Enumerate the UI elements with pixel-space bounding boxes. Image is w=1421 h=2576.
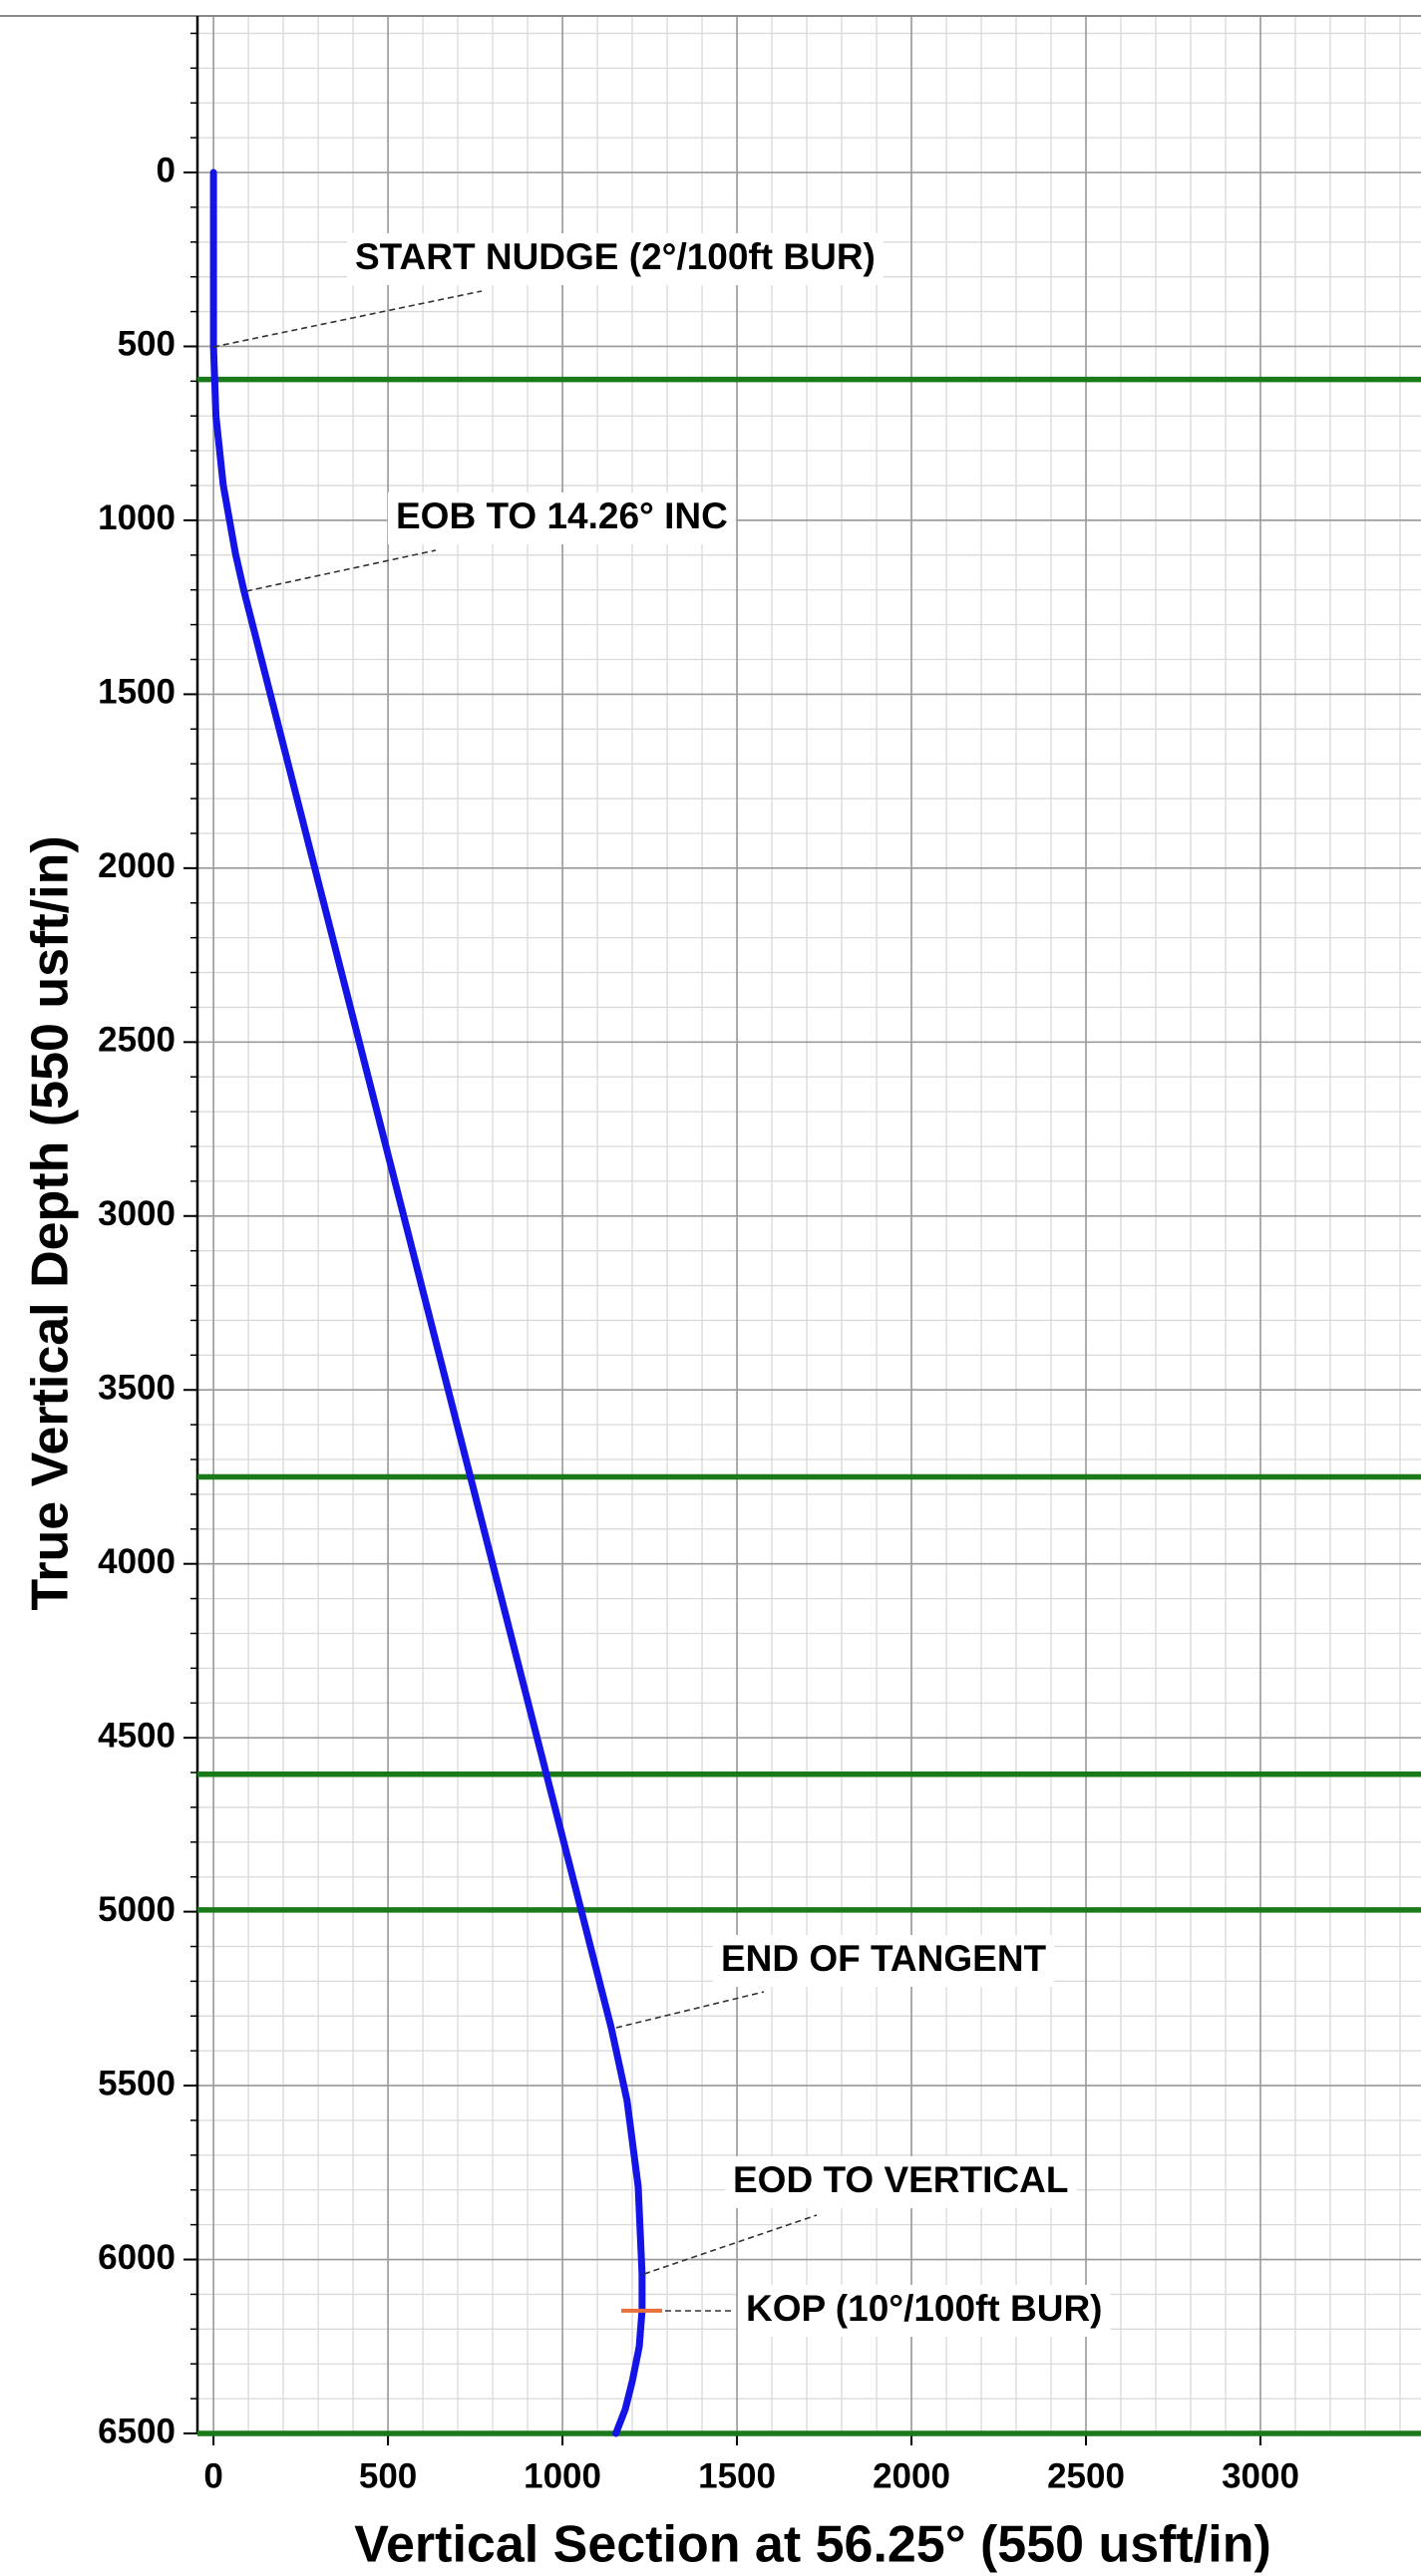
y-tick-label: 6000 xyxy=(98,2238,176,2277)
x-tick-label: 2000 xyxy=(873,2456,950,2495)
annotation-background xyxy=(725,2156,1077,2208)
annotation-leader xyxy=(245,549,437,592)
annotation-background xyxy=(388,492,736,544)
y-tick-label: 2500 xyxy=(98,1021,176,1060)
annotation: END OF TANGENT xyxy=(721,1938,1047,1979)
y-tick-label: 3500 xyxy=(98,1368,176,1407)
y-tick-label: 0 xyxy=(157,151,176,189)
annotation-background xyxy=(713,1935,1055,1987)
labels: 0 500 1000 1500 2000 2500 3000 0 500 1000 1500 2000… xyxy=(98,151,1299,2495)
y-tick-label: 4500 xyxy=(98,1716,176,1755)
annotation-background xyxy=(347,233,884,285)
y-tick-label: 4000 xyxy=(98,1542,176,1581)
y-tick-label: 3000 xyxy=(98,1194,176,1233)
x-tick-label: 3000 xyxy=(1222,2456,1299,2495)
x-tick-label: 2500 xyxy=(1047,2456,1125,2495)
y-tick-label: 1500 xyxy=(98,673,176,712)
x-tick-label: 500 xyxy=(359,2456,417,2495)
y-tick-label: 1000 xyxy=(98,498,176,537)
y-tick-label: 5000 xyxy=(98,1890,176,1929)
annotation-leader xyxy=(643,2214,818,2275)
x-tick-label: 0 xyxy=(203,2456,222,2495)
annotation: KOP (10°/100ft BUR) xyxy=(746,2288,1102,2329)
y-tick-label: 6500 xyxy=(98,2412,176,2450)
y-tick-label: 2000 xyxy=(98,846,176,885)
marks xyxy=(197,168,1421,2437)
x-tick-label: 1000 xyxy=(524,2456,601,2495)
grid xyxy=(0,15,1421,2445)
y-tick-label: 5500 xyxy=(98,2064,176,2102)
annotation: EOB TO 14.26° INC xyxy=(396,495,728,536)
x-axis-title: Vertical Section at 56.25° (550 usft/in) xyxy=(354,2516,1271,2574)
annotation: START NUDGE (2°/100ft BUR) xyxy=(355,236,876,277)
annotation: EOD TO VERTICAL xyxy=(733,2159,1068,2200)
annotation-leader xyxy=(615,1991,765,2029)
well-path xyxy=(209,168,646,2437)
y-axis-title: True Vertical Depth (550 usft/in) xyxy=(22,835,80,1610)
x-tick-label: 1500 xyxy=(698,2456,776,2495)
annotation-leader xyxy=(212,290,483,348)
annotation-background xyxy=(738,2285,1111,2337)
y-tick-label: 500 xyxy=(118,325,176,364)
